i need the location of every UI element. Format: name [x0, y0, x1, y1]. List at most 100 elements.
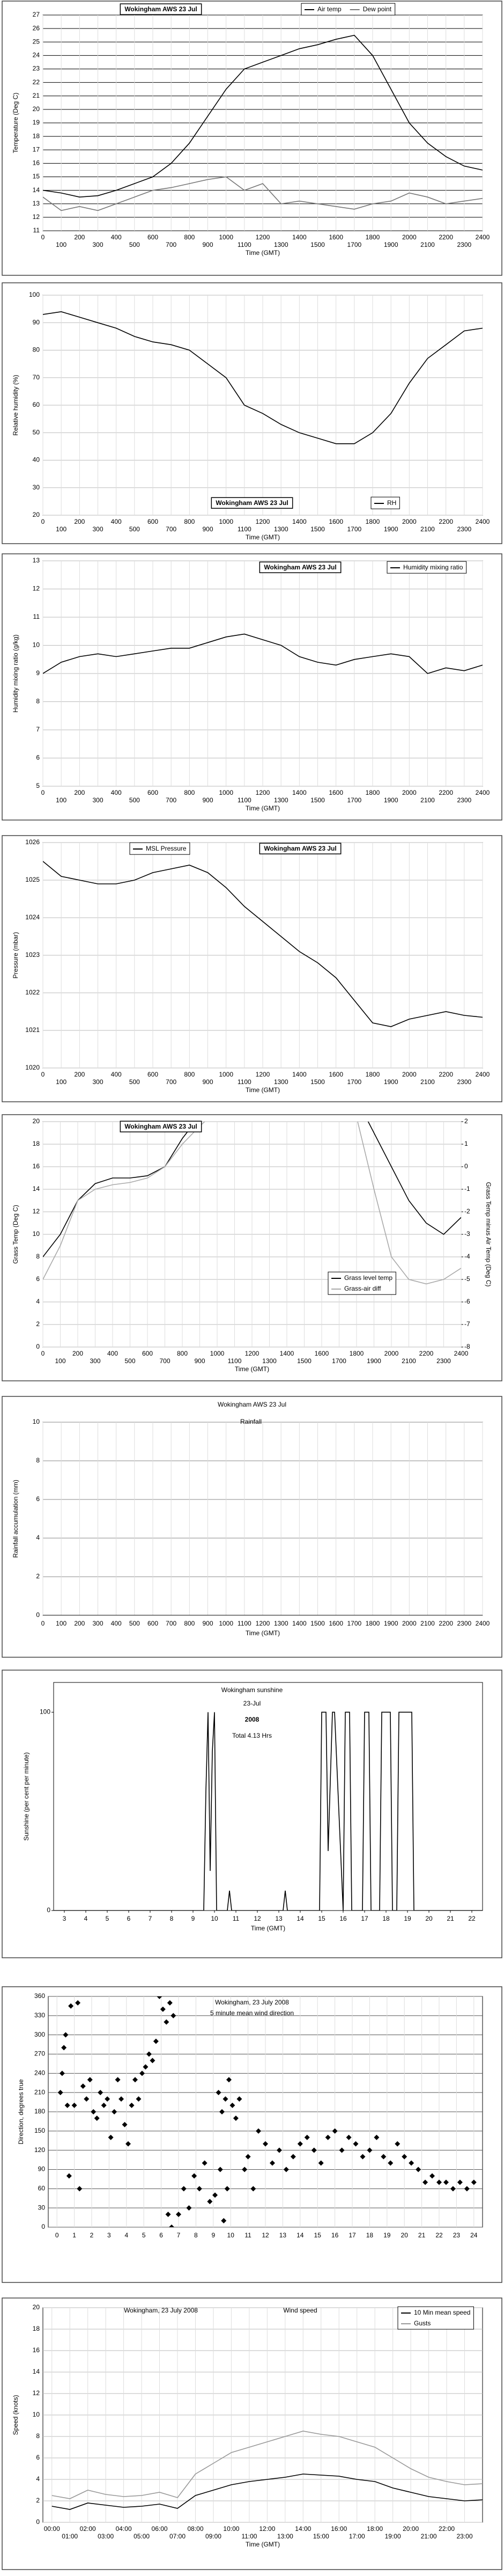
x-tick-label: 1100	[238, 1620, 251, 1627]
y-tick-label: 6	[36, 1495, 40, 1503]
plot	[51, 2431, 483, 2510]
x-tick-label: 23:00	[457, 2533, 473, 2540]
x-tick-label: 400	[111, 789, 122, 796]
data-point	[146, 2051, 152, 2057]
legend-label: MSL Pressure	[146, 845, 187, 852]
y-tick-label: 12	[33, 2389, 40, 2397]
x-tick-label: 300	[92, 1620, 103, 1627]
x-tick-label: 1300	[274, 796, 288, 804]
data-point	[108, 2134, 114, 2140]
data-point	[75, 2000, 81, 2006]
y-tick-label: 100	[29, 291, 40, 298]
chart-title: Wokingham AWS 23 Jul	[124, 5, 197, 13]
x-tick-label: 4	[84, 1915, 88, 1922]
x-tick-label: 1900	[384, 1620, 398, 1627]
y-tick-label: 26	[33, 24, 40, 32]
data-point	[339, 2147, 345, 2153]
data-point	[150, 2058, 155, 2063]
data-point	[236, 2096, 242, 2102]
data-point	[224, 2186, 230, 2192]
y-tick-label: 16	[33, 1162, 40, 1170]
data-point	[217, 2167, 223, 2172]
y-tick-label: 30	[33, 484, 40, 491]
x-tick-label: 15	[318, 1915, 325, 1922]
x-tick-label: 2000	[402, 789, 417, 796]
x-tick-label: 1800	[366, 789, 380, 796]
x-tick-label: 600	[147, 789, 158, 796]
x-tick-label: 7	[149, 1915, 152, 1922]
x-tick-label: 1500	[310, 796, 325, 804]
x-tick-label: 1200	[256, 789, 270, 796]
x-tick-label: 13	[275, 1915, 283, 1922]
x-tick-label: 2400	[476, 1620, 490, 1627]
data-point	[226, 2077, 232, 2083]
y-tick-label: 40	[33, 456, 40, 464]
x-tick-label: 1800	[366, 1620, 380, 1627]
x-tick-label: 1200	[245, 1350, 260, 1357]
data-point	[290, 2154, 296, 2160]
x-tick-label: 200	[74, 518, 85, 525]
legend-box	[301, 3, 396, 16]
data-point	[105, 2096, 110, 2102]
y-tick-label: 1024	[25, 913, 40, 921]
data-line	[43, 1122, 461, 1285]
x-tick-label: 11:00	[241, 2533, 257, 2540]
x-tick-label: 1800	[366, 518, 380, 525]
x-tick-label: 0	[41, 1350, 45, 1357]
x-tick-label: 20	[401, 2231, 409, 2239]
x-tick-label: 300	[92, 796, 103, 804]
chart-panel: 5 6 7 8 9 10 11 12 13 0 100 200 300 400 500 600 700 800 90…	[2, 553, 502, 821]
x-axis-label: Time (GMT)	[246, 804, 280, 812]
y-tick-label: 17	[33, 145, 40, 153]
x-tick-label: 300	[92, 525, 103, 533]
x-tick-label: 22:00	[439, 2525, 455, 2533]
y-axis-label: Rainfall accumulation (mm)	[12, 1480, 19, 1557]
data-point	[212, 2192, 218, 2198]
data-point	[416, 2167, 421, 2172]
y-tick-label: 60	[33, 401, 40, 408]
x-tick-label: 500	[129, 796, 140, 804]
x-tick-label: 700	[166, 525, 176, 533]
y-tick-label: 5	[36, 782, 40, 789]
data-point	[221, 2218, 227, 2224]
y-tick-label: 12	[33, 213, 40, 221]
x-tick-label: 2000	[402, 1071, 417, 1078]
chart-panel: 02468101214161820-8-7-6-5-4-3-2-10120100…	[2, 1114, 502, 1381]
x-tick-label: 17:00	[349, 2533, 365, 2540]
data-point	[318, 2160, 324, 2166]
y-tick-label: 27	[33, 11, 40, 18]
y-tick-label: 90	[33, 318, 40, 326]
x-tick-label: 800	[177, 1350, 188, 1357]
data-point	[429, 2173, 435, 2179]
y-tick-label: 14	[33, 186, 40, 194]
y-tick-label: 14	[33, 2368, 40, 2375]
x-tick-label: 2300	[457, 1620, 471, 1627]
x-tick-label: 1900	[384, 1078, 398, 1086]
y-tick-label: 0	[36, 1611, 40, 1619]
data-point	[304, 2134, 310, 2140]
x-tick-label: 200	[74, 789, 85, 796]
y2-tick-label: 0	[464, 1162, 468, 1170]
x-tick-label: 100	[56, 241, 66, 248]
x-tick-label: 1200	[256, 1071, 270, 1078]
x-tick-label: 1300	[274, 241, 288, 248]
data-point	[450, 2186, 456, 2192]
y-tick-label: 18	[33, 132, 40, 140]
x-tick-label: 8	[194, 2231, 198, 2239]
data-point	[164, 2019, 169, 2025]
x-tick-label: 1900	[367, 1357, 381, 1365]
x-tick-label: 2100	[420, 241, 435, 248]
y-tick-label: 0	[41, 2223, 45, 2230]
x-tick-label: 1900	[384, 525, 398, 533]
x-tick-label: 1800	[366, 1071, 380, 1078]
x-tick-label: 20:00	[403, 2525, 419, 2533]
data-point	[367, 2147, 373, 2153]
x-tick-label: 17	[361, 1915, 368, 1922]
y2-tick-label: -1	[464, 1185, 470, 1192]
y-tick-label: 100	[40, 1708, 50, 1716]
y-tick-label: 2	[36, 2497, 40, 2504]
data-point	[71, 2103, 77, 2109]
x-tick-label: 2200	[439, 518, 453, 525]
x-tick-label: 19	[383, 2231, 391, 2239]
